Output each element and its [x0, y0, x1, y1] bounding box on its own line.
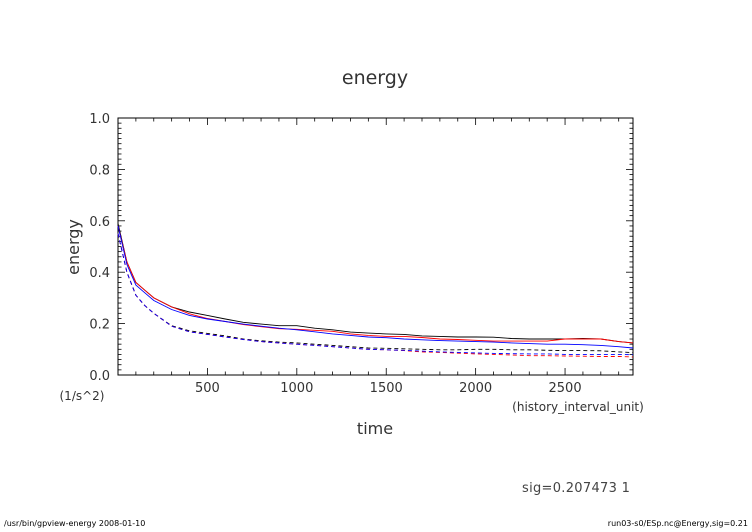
- y-tick-label: 0.2: [89, 318, 110, 333]
- x-tick-label: 2500: [549, 381, 582, 396]
- x-tick-label: 2000: [459, 381, 492, 396]
- series-lines: [117, 223, 634, 358]
- sig-annotation: sig=0.207473 1: [522, 481, 631, 496]
- y-tick-label: 0.6: [89, 215, 110, 230]
- x-axis-unit: (history_interval_unit): [512, 400, 644, 414]
- series-line-5: [117, 233, 634, 358]
- y-axis-unit: (1/s^2): [60, 389, 105, 403]
- tick-labels: 500 1000 1500 2000 2500 0.0 0.2 0.4 0.6 0.8 1.0: [89, 112, 581, 396]
- series-line-2: [117, 225, 634, 344]
- plot-frame: [117, 117, 634, 376]
- series-line-6: [117, 233, 634, 356]
- series-line-1: [117, 223, 634, 344]
- series-line-3: [117, 225, 634, 349]
- y-axis-label: energy: [64, 219, 83, 275]
- series-line-4: [117, 233, 634, 354]
- footer-source-file: run03-s0/ESp.nc@Energy,sig=0.21: [607, 519, 748, 528]
- x-axis-label: time: [357, 419, 393, 438]
- plot-border: [117, 117, 634, 376]
- x-tick-label: 1500: [370, 381, 403, 396]
- x-tick-label: 1000: [280, 381, 313, 396]
- y-tick-label: 0.0: [89, 369, 110, 384]
- x-tick-label: 500: [195, 381, 220, 396]
- y-tick-label: 1.0: [89, 112, 110, 127]
- footer-program-date: /usr/bin/gpview-energy 2008-01-10: [4, 519, 146, 528]
- axis-ticks: [117, 117, 633, 376]
- chart-title: energy: [342, 67, 408, 89]
- y-tick-label: 0.8: [89, 163, 110, 178]
- y-tick-label: 0.4: [89, 266, 110, 281]
